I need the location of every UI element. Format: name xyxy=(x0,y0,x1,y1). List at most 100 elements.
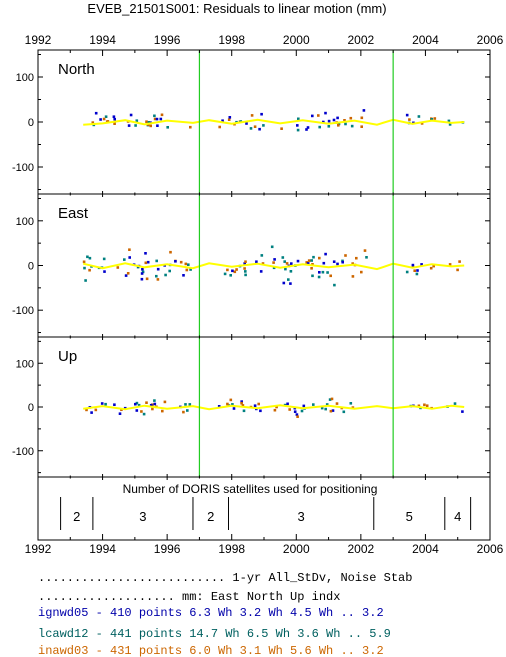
stats-row-lcawd12: lcawd12 - 441 points 14.7 Wh 6.5 Wh 3.6 … xyxy=(38,627,391,641)
data-point xyxy=(168,269,171,273)
data-point xyxy=(289,270,293,273)
data-point xyxy=(423,403,426,407)
data-point xyxy=(235,268,238,271)
data-point xyxy=(335,402,339,405)
data-point xyxy=(365,256,368,259)
data-point xyxy=(310,259,313,262)
data-point xyxy=(155,117,159,121)
data-point xyxy=(88,268,91,272)
data-point xyxy=(240,401,243,405)
x-tick-label-top: 2006 xyxy=(477,33,504,47)
data-point xyxy=(231,403,234,406)
data-point xyxy=(360,116,364,120)
data-point xyxy=(249,127,253,130)
data-point xyxy=(411,263,415,267)
data-point xyxy=(242,409,246,413)
data-point xyxy=(425,404,429,407)
data-point xyxy=(147,121,151,124)
data-point xyxy=(324,111,327,115)
data-point xyxy=(142,412,146,416)
data-point xyxy=(362,109,366,112)
data-point xyxy=(429,266,433,270)
data-point xyxy=(320,406,324,410)
data-point xyxy=(149,124,152,128)
data-point xyxy=(331,409,335,412)
data-point xyxy=(104,402,107,406)
data-point xyxy=(113,122,116,125)
data-point xyxy=(244,270,247,273)
data-point xyxy=(86,255,89,259)
data-point xyxy=(100,402,104,405)
x-tick-label-bottom: 1996 xyxy=(154,542,181,556)
data-point xyxy=(182,410,185,414)
data-point xyxy=(417,404,421,408)
data-point xyxy=(140,272,144,275)
data-point xyxy=(240,400,243,403)
data-point xyxy=(83,266,86,270)
data-point xyxy=(102,257,106,261)
data-point xyxy=(332,118,336,122)
data-point xyxy=(226,402,229,406)
data-point xyxy=(184,262,188,266)
data-point xyxy=(153,114,156,118)
data-point xyxy=(149,403,153,407)
data-point xyxy=(453,402,457,405)
data-point xyxy=(296,259,300,263)
data-point xyxy=(160,113,164,117)
data-point xyxy=(123,258,126,261)
data-point xyxy=(141,268,144,271)
data-point xyxy=(458,260,461,263)
data-point xyxy=(159,117,163,121)
data-point xyxy=(322,261,326,265)
data-point xyxy=(260,254,264,257)
data-point xyxy=(433,117,437,120)
x-tick-label-bottom: 2004 xyxy=(412,542,439,556)
data-point xyxy=(85,408,88,412)
data-point xyxy=(327,125,331,128)
data-point xyxy=(351,262,354,265)
data-point xyxy=(229,398,233,402)
data-point xyxy=(116,266,120,269)
data-point xyxy=(272,266,276,270)
data-point xyxy=(432,264,435,268)
data-point xyxy=(141,270,145,274)
panel-east: East 100 0 -100 xyxy=(12,193,491,338)
y-tick-label: 0 xyxy=(28,117,34,129)
data-point xyxy=(104,115,108,118)
stats-header: .......................... 1-yr All_StDv… xyxy=(38,571,412,585)
y-tick-label: -100 xyxy=(12,162,34,174)
data-point xyxy=(164,273,167,277)
data-point xyxy=(456,268,459,272)
satellite-count: 2 xyxy=(73,509,80,524)
satellite-count: 3 xyxy=(139,509,146,524)
panel-label: Up xyxy=(58,348,77,365)
data-point xyxy=(290,262,293,265)
data-point xyxy=(297,117,300,121)
data-point xyxy=(189,125,192,129)
data-point xyxy=(221,119,224,122)
data-point xyxy=(420,263,423,266)
data-point xyxy=(349,402,353,405)
data-point xyxy=(275,405,278,409)
data-point xyxy=(91,121,95,124)
data-point xyxy=(257,402,260,406)
data-point xyxy=(417,115,421,118)
data-point xyxy=(351,275,355,278)
data-point xyxy=(140,277,144,281)
satellites-label: Number of DORIS satellites used for posi… xyxy=(123,482,378,496)
data-point xyxy=(317,275,321,279)
x-tick-label-top: 1994 xyxy=(89,33,116,47)
data-point xyxy=(312,255,315,259)
data-point xyxy=(349,116,353,120)
data-point xyxy=(120,408,123,411)
data-point xyxy=(145,120,148,123)
data-point xyxy=(447,119,451,123)
data-point xyxy=(232,407,236,410)
data-point xyxy=(326,271,329,274)
data-point xyxy=(333,283,336,287)
data-point xyxy=(156,267,160,271)
plot-layer: North 100 0 -100 East 100 0 -100 Up 100 0 -100 2 3 2 3 5… xyxy=(12,33,504,556)
x-tick-label-bottom: 1994 xyxy=(89,542,116,556)
data-point xyxy=(336,116,339,120)
data-point xyxy=(284,267,287,271)
